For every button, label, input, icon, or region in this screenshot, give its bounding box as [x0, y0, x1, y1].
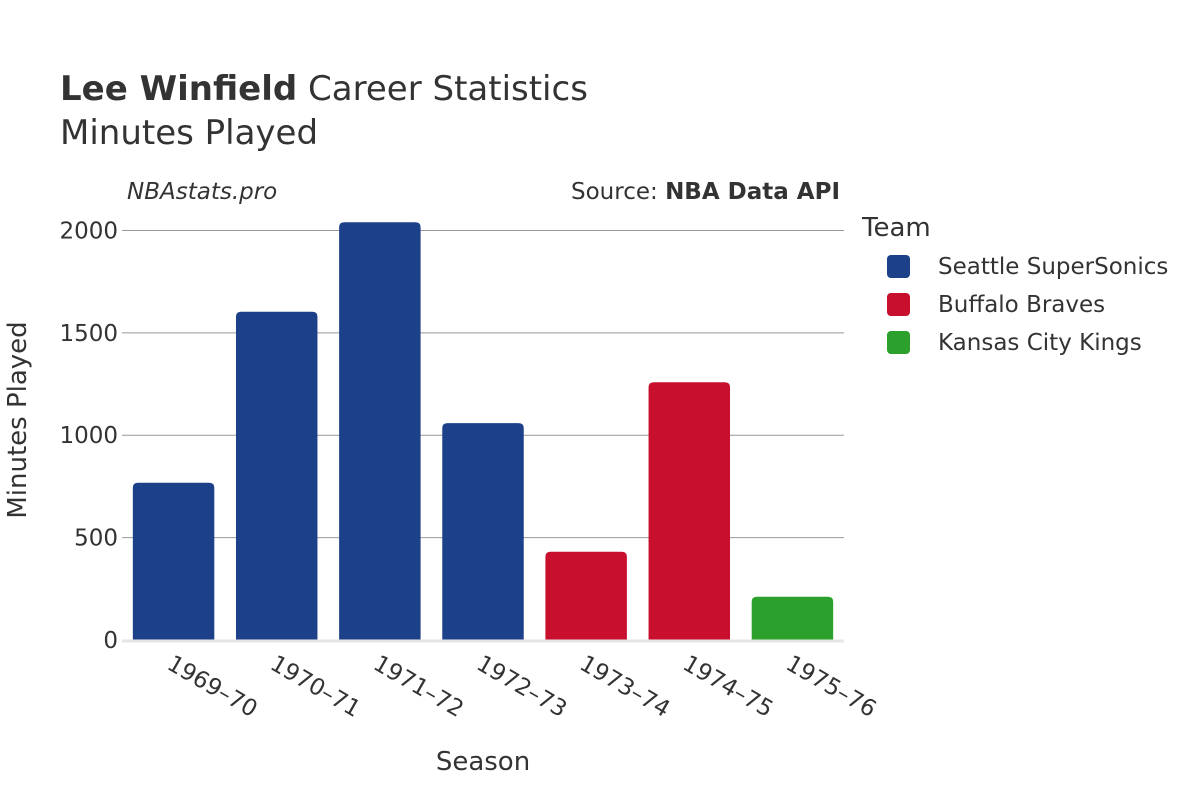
y-axis-title: Minutes Played	[3, 321, 33, 518]
bar	[751, 596, 834, 640]
x-tick-labels: 1969–70 1970–71 1971–72 1972–73 1973–74 1974–…	[163, 651, 881, 723]
x-tick-label: 1970–71	[266, 651, 365, 723]
legend-swatch	[887, 255, 910, 278]
legend-swatch	[887, 293, 910, 316]
title-player: Lee Winfield	[60, 69, 297, 109]
source-name: NBA Data API	[665, 179, 840, 205]
bar	[442, 423, 524, 640]
y-tick-label: 1000	[59, 423, 118, 449]
x-tick-label: 1972–73	[472, 651, 571, 723]
title-rest: Career Statistics	[297, 69, 588, 109]
x-tick-label: 1969–70	[163, 651, 262, 723]
x-tick-label: 1975–76	[781, 651, 880, 723]
y-tick-label: 0	[103, 628, 118, 654]
y-tick-label: 2000	[59, 218, 118, 244]
chart-subtitle: Minutes Played	[60, 113, 318, 153]
bar	[339, 222, 421, 641]
x-axis-title: Season	[436, 747, 530, 777]
chart-title: Lee Winfield Career Statistics	[60, 69, 588, 109]
bar	[132, 482, 215, 640]
legend-label: Kansas City Kings	[938, 330, 1142, 356]
legend-label: Buffalo Braves	[938, 292, 1105, 318]
y-tick-label: 500	[74, 526, 118, 552]
bar	[648, 382, 731, 640]
legend-swatch	[887, 331, 910, 354]
x-tick-label: 1974–75	[678, 651, 777, 723]
source-text: Source: NBA Data API	[571, 179, 840, 205]
bar	[235, 311, 318, 640]
legend: Seattle SuperSonics Buffalo Braves Kansas …	[887, 254, 1168, 356]
y-tick-label: 1500	[59, 321, 118, 347]
x-tick-label: 1973–74	[575, 651, 674, 723]
legend-label: Seattle SuperSonics	[938, 254, 1168, 280]
x-tick-label: 1971–72	[369, 651, 468, 723]
watermark: NBAstats.pro	[127, 179, 277, 205]
y-tick-labels: 0 500 1000 1500 2000	[59, 218, 118, 654]
bar	[545, 551, 627, 640]
bars	[132, 222, 834, 641]
source-prefix: Source:	[571, 179, 665, 205]
legend-title: Team	[861, 213, 931, 243]
